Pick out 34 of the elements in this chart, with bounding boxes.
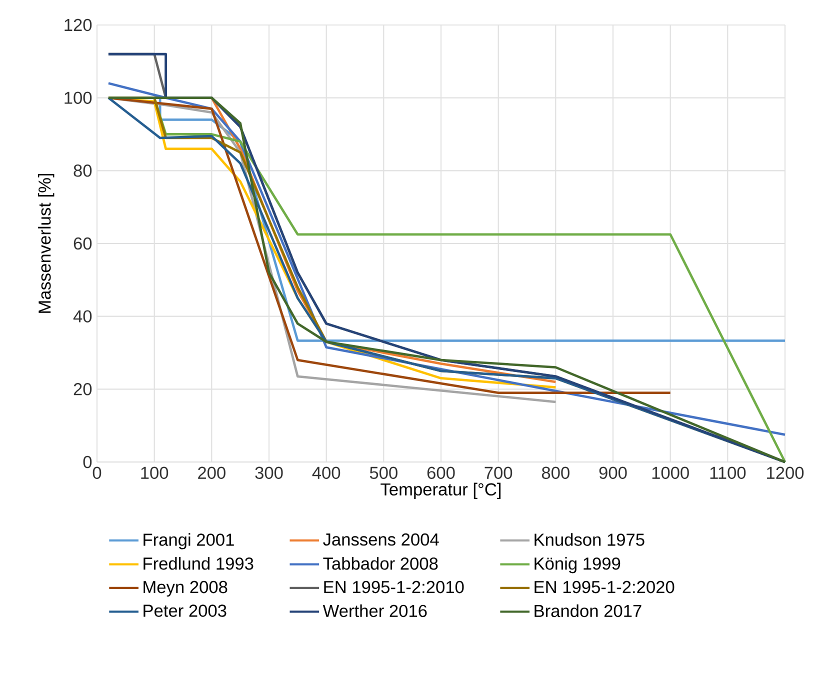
x-tick-label: 200 — [198, 466, 226, 479]
legend-label: Meyn 2008 — [144, 580, 228, 597]
legend-label: König 1999 — [534, 557, 620, 574]
y-tick-label: 60 — [74, 237, 92, 250]
y-tick-label: 80 — [74, 164, 92, 177]
y-tick-label: 40 — [73, 310, 92, 322]
x-tick-label: 900 — [599, 466, 627, 479]
legend-label: Tabbador 2008 — [323, 557, 438, 570]
y-tick-label: 20 — [74, 383, 92, 396]
legend-label: Brandon 2017 — [534, 604, 642, 618]
x-tick-label: 300 — [255, 466, 283, 479]
x-tick-label: 0 — [92, 466, 102, 479]
legend-label: Knudson 1975 — [534, 533, 644, 546]
x-tick-label: 400 — [312, 466, 340, 479]
x-tick-label: 700 — [484, 466, 512, 479]
x-tick-label: 1100 — [710, 466, 746, 479]
x-tick-label: 500 — [370, 466, 398, 479]
legend-label: Fredlund 1993 — [144, 557, 254, 570]
x-tick-label: 1200 — [767, 466, 804, 479]
x-axis-title: Temperatur [°C] — [380, 482, 501, 499]
legend-label: Peter 2003 — [144, 604, 226, 617]
legend-label: EN 1995-1-2:2020 — [534, 580, 674, 594]
x-tick-label: 600 — [427, 466, 455, 479]
x-tick-label: 1000 — [652, 466, 689, 479]
x-tick-label: 100 — [141, 466, 168, 479]
y-axis-title: Massenverlust [%] — [38, 174, 54, 313]
y-tick-label: 100 — [64, 92, 92, 104]
legend-label: Frangi 2001 — [144, 533, 234, 550]
legend-label: Janssens 2004 — [323, 533, 439, 546]
x-tick-label: 800 — [542, 466, 570, 479]
y-tick-label: 0 — [83, 456, 92, 468]
legend-label: EN 1995-1-2:2010 — [324, 580, 464, 594]
y-tick-label: 120 — [64, 18, 92, 32]
legend-label: Werther 2016 — [322, 604, 427, 618]
